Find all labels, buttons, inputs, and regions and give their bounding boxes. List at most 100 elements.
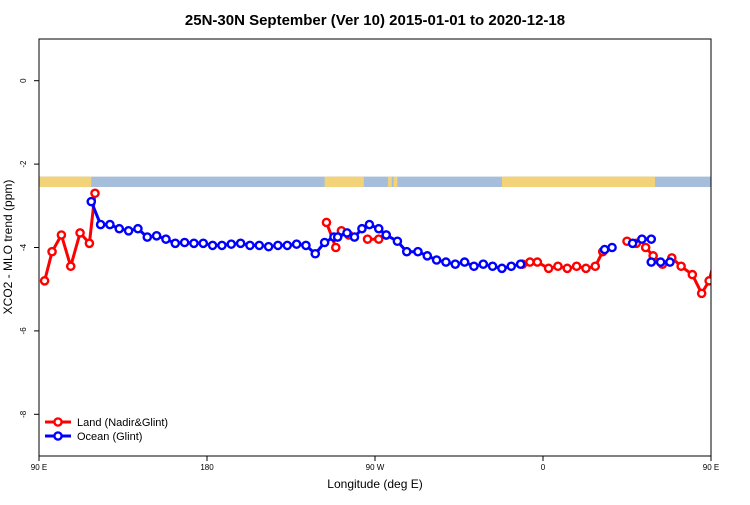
data-point <box>422 251 433 261</box>
y-tick-label: -8 <box>19 410 28 418</box>
data-point <box>330 242 341 253</box>
data-point <box>646 234 657 244</box>
x-tick-label: 90 E <box>31 463 47 472</box>
data-point <box>665 257 675 267</box>
data-point <box>450 259 461 269</box>
data-point <box>743 229 750 236</box>
data-point <box>301 240 311 251</box>
data-point <box>95 219 106 230</box>
data-point <box>646 257 657 267</box>
data-point <box>179 237 190 248</box>
y-tick-label: -6 <box>19 327 28 335</box>
data-point <box>687 269 698 280</box>
land-strip-segment <box>393 176 398 188</box>
data-point <box>413 246 423 257</box>
data-point <box>332 232 343 242</box>
data-point <box>56 230 67 240</box>
data-point <box>562 263 573 274</box>
data-point <box>207 240 218 251</box>
legend-swatch-marker <box>53 417 63 427</box>
data-point <box>86 196 97 207</box>
legend: Land (Nadir&Glint) Ocean (Glint) <box>45 417 168 443</box>
series-line <box>644 246 711 295</box>
data-point <box>734 263 741 270</box>
data-point <box>170 238 181 249</box>
data-point <box>640 242 651 253</box>
data-point <box>133 223 143 234</box>
data-point <box>373 223 384 234</box>
land-ocean-strip <box>39 176 711 188</box>
data-point <box>151 231 162 241</box>
data-point <box>590 261 601 272</box>
data-point <box>282 240 293 251</box>
x-tick-label: 90 E <box>703 463 719 472</box>
ocean-strip <box>39 176 711 188</box>
data-point <box>607 242 617 253</box>
data-point <box>599 244 610 255</box>
data-point <box>515 259 526 269</box>
data-point <box>696 288 707 299</box>
x-tick-label: 0 <box>541 463 546 472</box>
data-point <box>627 238 638 249</box>
data-point <box>47 246 57 257</box>
data-point <box>431 255 442 265</box>
data-point <box>381 230 392 240</box>
data-point <box>401 246 412 257</box>
data-point <box>198 238 209 249</box>
data-point <box>235 238 246 249</box>
data-point <box>189 238 199 249</box>
series-layer <box>39 188 750 299</box>
data-point <box>543 263 554 274</box>
data-point <box>441 257 451 267</box>
data-point <box>362 234 373 244</box>
y-axis: 0 -2 -4 -6 -8 <box>19 78 39 418</box>
data-point <box>532 257 543 267</box>
data-point <box>724 231 731 238</box>
legend-swatch-marker <box>53 431 63 441</box>
data-point <box>263 241 274 252</box>
x-tick-label: 180 <box>200 463 214 472</box>
y-tick-label: 0 <box>19 78 28 83</box>
data-point <box>497 263 507 274</box>
x-axis-label: Longitude (deg E) <box>327 477 422 491</box>
y-axis-label: XCO2 - MLO trend (ppm) <box>1 180 15 315</box>
data-point <box>373 234 384 244</box>
data-point <box>487 261 498 272</box>
data-point <box>704 276 711 286</box>
series-ocean <box>86 196 675 274</box>
chart-title: 25N-30N September (Ver 10) 2015-01-01 to… <box>185 12 565 29</box>
data-point <box>364 219 375 230</box>
data-point <box>226 239 237 249</box>
data-point <box>581 263 591 274</box>
data-point <box>571 261 582 272</box>
data-point <box>90 188 100 199</box>
data-point <box>291 239 302 249</box>
data-point <box>319 237 330 248</box>
legend-label: Ocean (Glint) <box>77 431 142 443</box>
y-tick-label: -4 <box>19 243 28 251</box>
land-strip-segment <box>324 176 364 188</box>
data-point <box>114 223 125 234</box>
data-point <box>357 223 367 234</box>
data-point <box>506 261 517 272</box>
data-point <box>321 217 332 228</box>
y-tick-label: -2 <box>19 160 28 168</box>
land-strip-segment <box>501 176 655 188</box>
data-point <box>161 234 171 244</box>
data-point <box>310 248 321 259</box>
data-point <box>459 257 470 267</box>
data-point <box>637 234 647 244</box>
data-point <box>84 238 95 249</box>
data-point <box>105 219 115 230</box>
legend-label: Land (Nadir&Glint) <box>77 417 168 429</box>
data-point <box>676 261 686 272</box>
data-point <box>469 261 479 272</box>
data-point <box>392 236 403 247</box>
data-point <box>553 261 563 272</box>
data-point <box>123 226 134 236</box>
data-point <box>245 240 255 251</box>
data-point <box>342 228 352 238</box>
data-point <box>254 240 265 251</box>
